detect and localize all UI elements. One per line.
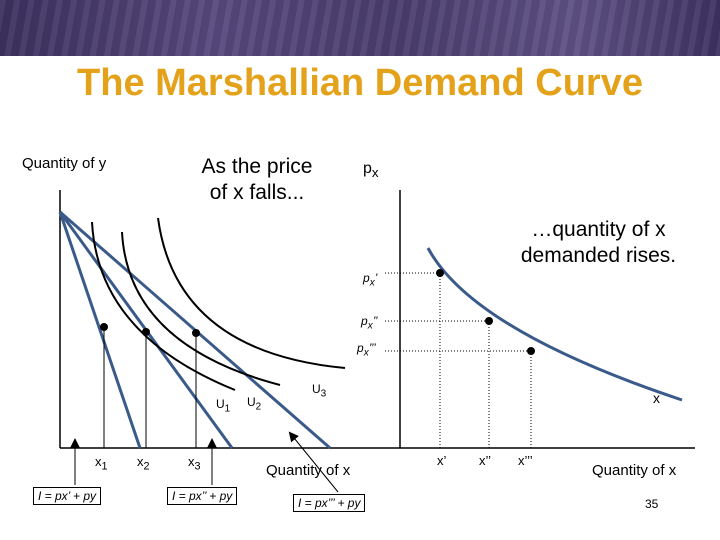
indifference-curve-u1 xyxy=(91,221,236,391)
tangency-point-1 xyxy=(100,323,108,331)
left-x-axis-label: Quantity of x xyxy=(266,462,351,479)
slide-title: The Marshallian Demand Curve xyxy=(77,62,643,104)
price-label-3: px’’’ xyxy=(357,341,376,359)
right-y-axis-label: px xyxy=(363,160,379,181)
price-falls-callout: As the price of x falls... xyxy=(181,153,333,207)
quantity-rises-callout-line1: …quantity of x xyxy=(531,218,666,241)
demand-curve-label: x xyxy=(653,390,660,406)
demand-point-1 xyxy=(436,269,444,277)
price-label-2: px’’ xyxy=(361,314,378,332)
budget-label-1: I = px’ + py xyxy=(33,487,102,505)
tangency-point-2 xyxy=(142,328,150,336)
right-x-axis-label: Quantity of x xyxy=(592,462,677,479)
budget-line-1 xyxy=(58,211,142,449)
tangency-point-3 xyxy=(192,329,200,337)
indifference-curve-u3 xyxy=(157,217,346,369)
x-triple-prime-tick: x’’’ xyxy=(518,453,533,468)
left-y-axis-label: Quantity of y xyxy=(22,155,107,172)
quantity-rises-callout-line2: demanded rises. xyxy=(520,244,677,267)
x-double-prime-tick: x’’ xyxy=(479,453,492,468)
demand-point-3 xyxy=(527,347,535,355)
x3-tick-label: x3 xyxy=(188,454,201,473)
price-falls-callout-line1: As the price xyxy=(201,155,313,178)
price-falls-callout-line2: of x falls... xyxy=(209,181,305,204)
header-banner xyxy=(0,0,720,56)
u2-label: U2 xyxy=(247,395,262,413)
demand-curve xyxy=(426,247,683,402)
x2-tick-label: x2 xyxy=(137,454,150,473)
price-label-1: px’ xyxy=(363,271,378,289)
budget-label-3: I = px’’’ + py xyxy=(293,494,366,512)
demand-point-2 xyxy=(485,317,493,325)
indifference-curve-u2 xyxy=(121,231,281,386)
arrow-budget-3 xyxy=(288,431,339,493)
budget-label-2: I = px’’ + py xyxy=(167,487,238,505)
x-prime-tick: x’ xyxy=(437,453,447,468)
x1-tick-label: x1 xyxy=(95,454,108,473)
u3-label: U3 xyxy=(312,382,327,400)
u1-label: U1 xyxy=(216,397,231,415)
quantity-rises-callout: …quantity of x demanded rises. xyxy=(500,216,697,270)
page-number: 35 xyxy=(645,497,659,511)
